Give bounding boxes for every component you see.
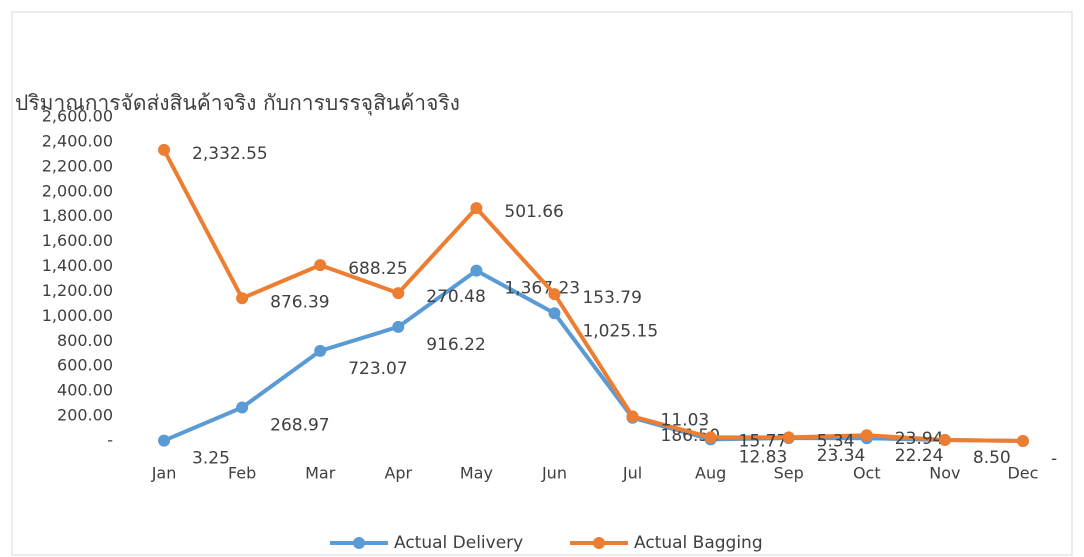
y-tick-label: 2,200.00: [42, 156, 113, 175]
data-point: [158, 434, 171, 447]
data-point: [860, 429, 873, 442]
data-point: [158, 143, 171, 156]
x-tick-label: Apr: [384, 464, 412, 483]
x-tick-label: Oct: [853, 464, 881, 483]
data-label: 688.25: [348, 259, 407, 279]
data-point: [314, 344, 327, 357]
y-tick-label: 2,000.00: [42, 181, 113, 200]
legend-label: Actual Delivery: [394, 533, 523, 553]
data-point: [314, 259, 327, 272]
data-label: -: [1051, 449, 1057, 469]
data-label: 22.24: [895, 446, 944, 466]
data-point: [470, 264, 483, 277]
y-tick-label: 1,000.00: [42, 306, 113, 325]
legend-label: Actual Bagging: [634, 533, 763, 553]
data-label: 270.48: [426, 287, 485, 307]
data-label: 1,025.15: [582, 321, 658, 341]
x-tick-label: Nov: [929, 464, 960, 483]
data-point: [1016, 435, 1029, 447]
data-point: [548, 288, 561, 301]
y-tick-label: -: [107, 431, 113, 450]
data-label: 501.66: [504, 202, 563, 222]
y-tick-label: 600.00: [57, 356, 113, 375]
y-tick-label: 400.00: [57, 381, 113, 400]
data-label: 876.39: [270, 292, 329, 312]
y-tick-label: 1,200.00: [42, 281, 113, 300]
x-tick-label: Aug: [695, 464, 726, 483]
data-point: [704, 431, 717, 444]
legend-marker: [593, 537, 605, 549]
x-tick-label: Mar: [305, 464, 336, 483]
data-label: 153.79: [582, 288, 641, 308]
data-label: 15.77: [739, 431, 788, 451]
data-label: 23.94: [895, 429, 944, 449]
chart-frame: [11, 11, 1073, 556]
data-point: [938, 433, 951, 446]
x-tick-label: Jul: [622, 464, 642, 483]
data-point: [392, 320, 405, 333]
x-tick-label: Feb: [228, 464, 256, 483]
x-tick-label: Dec: [1007, 464, 1038, 483]
x-tick-label: Jun: [541, 464, 567, 483]
data-label: 3.25: [192, 449, 230, 469]
series-line: [163, 268, 1023, 443]
data-point: [782, 431, 795, 444]
data-point: [236, 401, 249, 414]
y-tick-label: 800.00: [57, 331, 113, 350]
data-label: 1,367.23: [504, 279, 580, 299]
y-tick-label: 1,400.00: [42, 256, 113, 275]
data-label: 723.07: [348, 359, 407, 379]
y-tick-label: 1,600.00: [42, 231, 113, 250]
data-label: 916.22: [426, 335, 485, 355]
y-tick-label: 2,400.00: [42, 131, 113, 150]
data-point: [236, 292, 249, 305]
y-tick-label: 200.00: [57, 406, 113, 425]
x-tick-label: May: [460, 464, 493, 483]
data-label: 5.34: [817, 431, 855, 451]
x-tick-label: Jan: [151, 464, 177, 483]
data-label: 23.34: [817, 446, 866, 466]
data-point: [548, 307, 561, 320]
data-label: 12.83: [739, 447, 788, 467]
y-tick-label: 2,600.00: [42, 107, 113, 126]
chart-title: ปริมาณการจัดส่งสินค้าจริง กับการบรรจุสิน…: [15, 91, 460, 116]
data-point: [626, 410, 639, 423]
data-label: 8.50: [973, 448, 1011, 468]
data-label: 11.03: [661, 410, 710, 430]
data-label: 268.97: [270, 415, 329, 435]
data-point: [470, 202, 483, 215]
y-tick-label: 1,800.00: [42, 206, 113, 225]
x-tick-label: Sep: [774, 464, 804, 483]
series-line: [162, 148, 1023, 443]
legend-marker: [353, 537, 365, 549]
data-point: [392, 287, 405, 300]
data-label: 2,332.55: [192, 144, 268, 164]
